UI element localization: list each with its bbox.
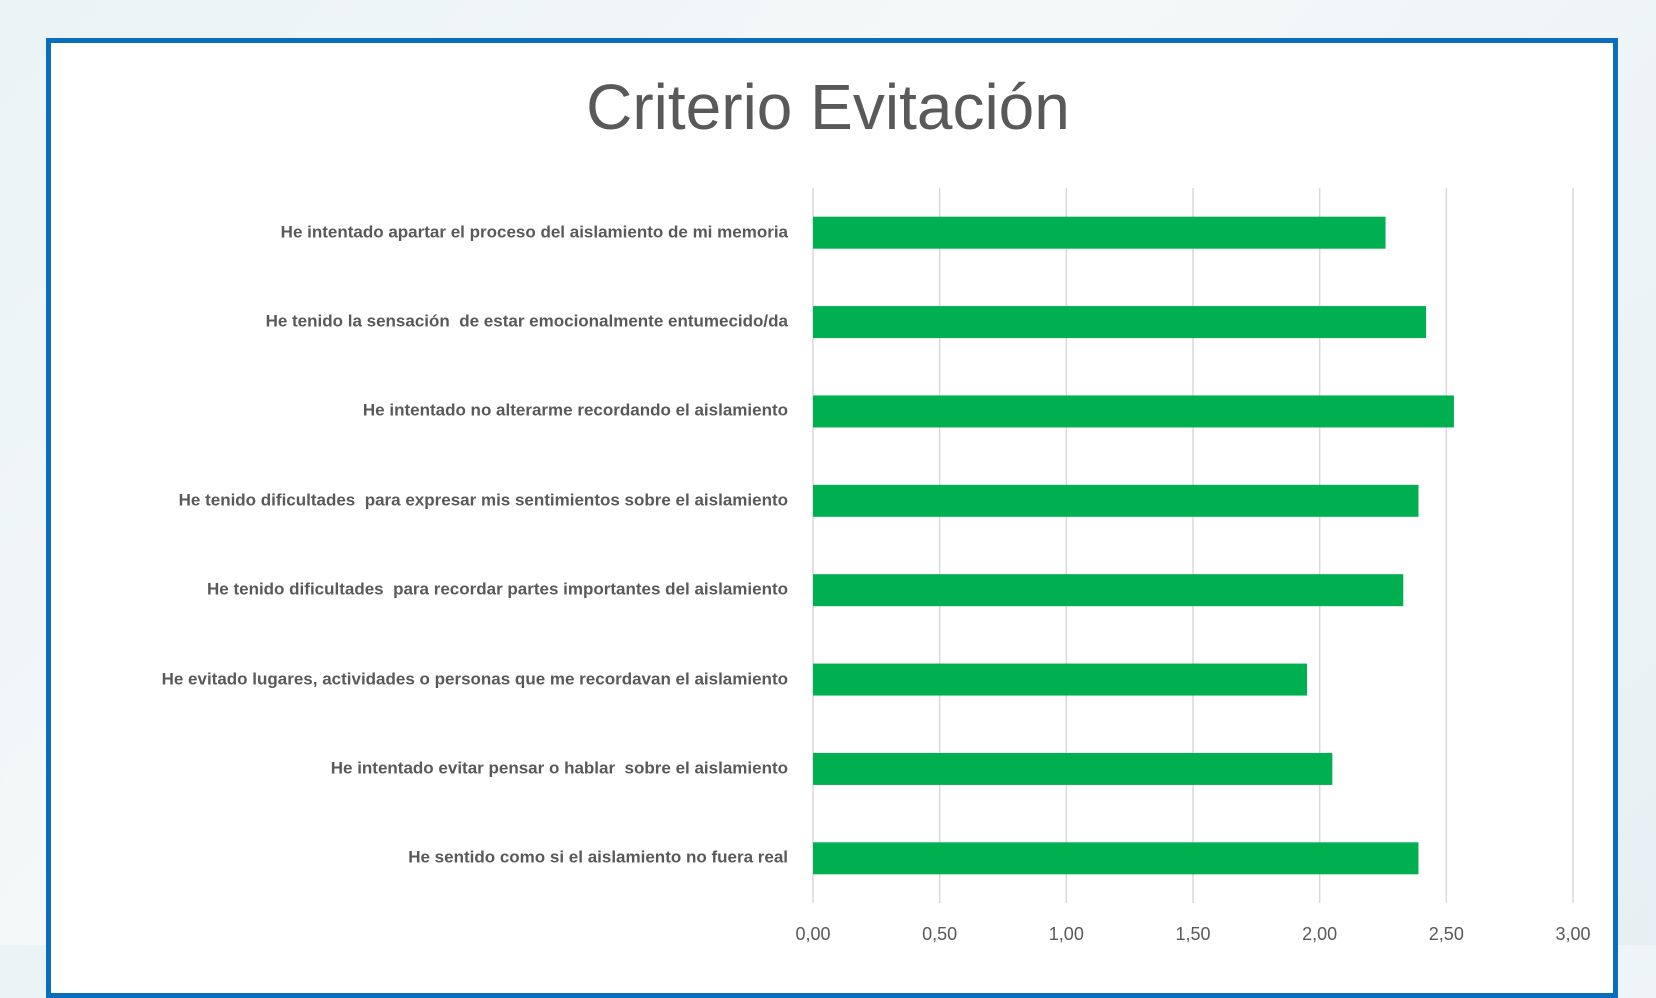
bar — [813, 842, 1419, 875]
category-label: He sentido como si el aislamiento no fue… — [408, 847, 788, 867]
category-label: He evitado lugares, actividades o person… — [161, 669, 788, 689]
bar — [813, 752, 1333, 785]
bar — [813, 216, 1386, 249]
x-tick-label: 3,00 — [1555, 924, 1590, 944]
chart: 0,00 0,50 1,00 1,50 2,00 2,50 3,00 — [795, 188, 1591, 944]
x-tick-label: 2,50 — [1429, 924, 1464, 944]
chart-title: Criterio Evitación — [586, 71, 1070, 143]
x-tick-label: 1,50 — [1175, 924, 1210, 944]
bar — [813, 574, 1404, 607]
bar — [813, 484, 1419, 517]
bar — [813, 395, 1454, 428]
bar — [813, 306, 1427, 339]
x-tick-label: 0,00 — [795, 924, 830, 944]
category-label: He intentado evitar pensar o hablar sobr… — [330, 758, 788, 778]
x-tick-label: 0,50 — [922, 924, 957, 944]
x-tick-label: 2,00 — [1302, 924, 1337, 944]
bar — [813, 663, 1307, 696]
x-tick-label: 1,00 — [1049, 924, 1084, 944]
category-label: He tenido dificultades para expresar mis… — [178, 490, 788, 510]
category-label: He tenido dificultades para recordar par… — [207, 579, 788, 599]
category-label: He tenido la sensación de estar emociona… — [265, 311, 788, 331]
category-label: He intentado apartar el proceso del aisl… — [280, 222, 788, 242]
chart-frame — [46, 38, 1618, 998]
category-label: He intentado no alterarme recordando el … — [362, 401, 788, 421]
